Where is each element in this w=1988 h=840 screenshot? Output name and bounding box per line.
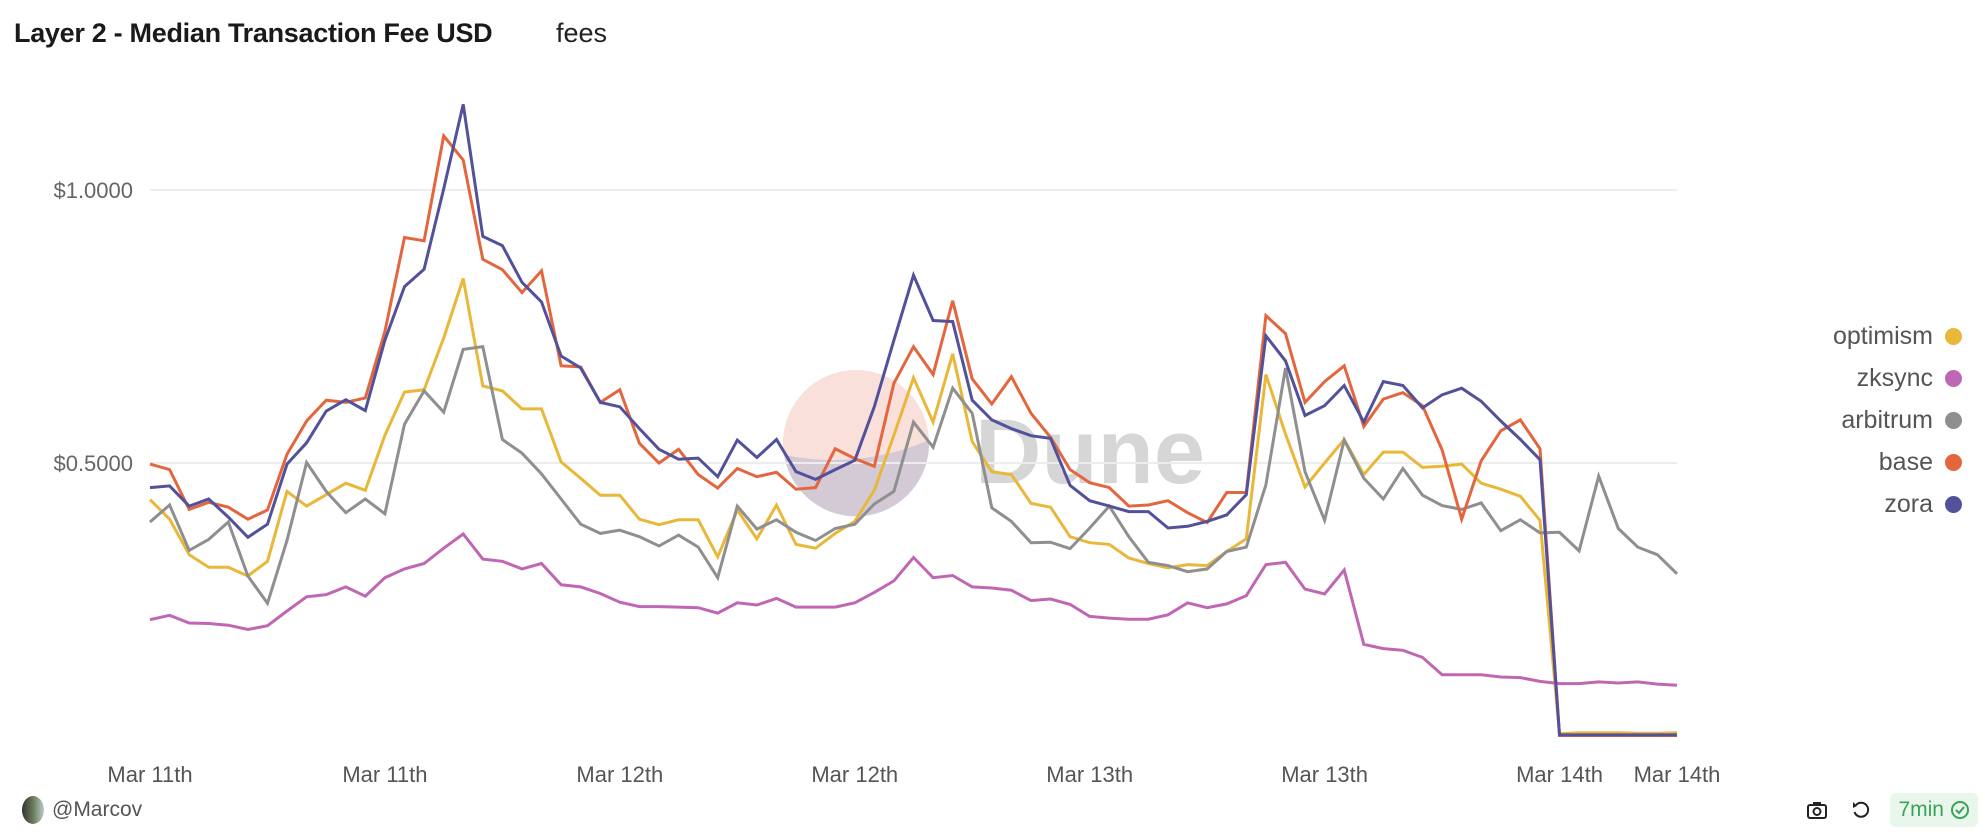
author[interactable]: @Marcov [22, 796, 142, 824]
line-chart: Dune $1.0000$0.5000 Mar 11th Mar 11th Mar … [53, 103, 1720, 787]
dune-logo-circle-bottom [784, 440, 930, 517]
legend-label: optimism [1832, 322, 1933, 350]
legend-item-zksync[interactable]: zksync [1857, 364, 1962, 393]
series-line-zora[interactable] [149, 103, 1677, 737]
series-line-zksync[interactable] [149, 531, 1678, 687]
x-tick-label: Mar 12th [811, 762, 898, 787]
legend-dot-icon [1945, 412, 1962, 429]
dune-watermark-text: Dune [975, 401, 1205, 503]
refresh-status-badge[interactable]: 7min [1890, 793, 1978, 827]
x-tick-label: Mar 11th [107, 762, 192, 787]
legend-label: zksync [1856, 364, 1933, 392]
legend-label: base [1878, 448, 1933, 476]
y-tick-label: $0.5000 [53, 451, 133, 476]
check-badge-icon [1951, 801, 1969, 819]
legend-label: arbitrum [1841, 406, 1933, 434]
legend: optimism zksync arbitrum base zora [1833, 322, 1962, 519]
series-lines [148, 103, 1679, 737]
legend-dot-icon [1945, 328, 1962, 345]
series-line-arbitrum[interactable] [149, 345, 1679, 607]
gridlines [150, 189, 1677, 464]
x-tick-label: Mar 12th [576, 762, 663, 787]
legend-dot-icon [1945, 496, 1962, 513]
x-tick-label: Mar 14th [1634, 762, 1721, 787]
refresh-age: 7min [1898, 798, 1944, 821]
legend-label: zora [1884, 490, 1933, 518]
legend-item-optimism[interactable]: optimism [1833, 322, 1962, 351]
y-axis-ticks: $1.0000 $0.5000 [53, 178, 133, 476]
x-tick-label: Mar 13th [1281, 762, 1368, 787]
series-line-optimism[interactable] [148, 278, 1678, 736]
x-tick-label: Mar 13th [1046, 762, 1133, 787]
legend-dot-icon [1945, 370, 1962, 387]
legend-dot-icon [1945, 454, 1962, 471]
legend-item-arbitrum[interactable]: arbitrum [1841, 406, 1962, 435]
chart-title: Layer 2 - Median Transaction Fee USD [14, 18, 493, 48]
dune-watermark-logo: Dune [783, 370, 1205, 517]
chart-subtitle: fees [556, 18, 608, 48]
x-tick-label: Mar 11th [342, 762, 427, 787]
x-axis-ticks: Mar 11th Mar 11th Mar 12th Mar 12th Mar 13th… [107, 762, 1720, 787]
author-name: @Marcov [52, 798, 143, 821]
avatar [22, 796, 44, 824]
x-tick-label: Mar 14th [1516, 762, 1603, 787]
camera-icon[interactable] [1802, 795, 1832, 825]
legend-item-base[interactable]: base [1879, 448, 1962, 477]
y-tick-label: $1.0000 [53, 178, 133, 203]
legend-item-zora[interactable]: zora [1884, 490, 1962, 519]
refresh-icon[interactable] [1846, 795, 1876, 825]
